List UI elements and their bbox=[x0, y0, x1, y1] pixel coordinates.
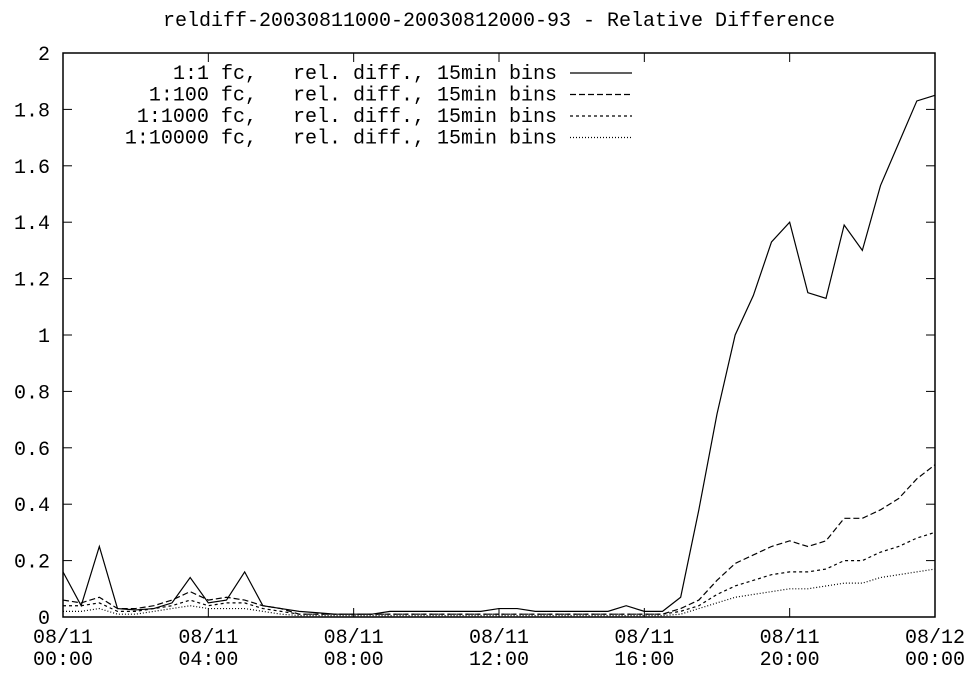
chart-title: reldiff-20030811000-20030812000-93 - Rel… bbox=[163, 10, 835, 33]
x-tick-label: 08/11 16:00 bbox=[614, 627, 674, 672]
series-line bbox=[63, 531, 936, 615]
x-tick-label: 08/11 20:00 bbox=[760, 627, 820, 672]
legend-label: 1:1000 fc, rel. diff., 15min bins bbox=[137, 106, 557, 129]
x-tick-label: 08/11 00:00 bbox=[33, 627, 93, 672]
series-line bbox=[62, 464, 936, 615]
y-tick-label: 0 bbox=[38, 608, 50, 631]
legend-label: 1:1 fc, rel. diff., 15min bins bbox=[173, 63, 557, 86]
legend-label: 1:10000 fc, rel. diff., 15min bins bbox=[125, 128, 557, 151]
x-tick-label: 08/11 04:00 bbox=[178, 627, 238, 672]
y-tick-label: 2 bbox=[38, 44, 50, 67]
y-tick-label: 1 bbox=[38, 326, 50, 349]
y-tick-label: 0.4 bbox=[14, 495, 50, 518]
series-line bbox=[62, 94, 936, 615]
y-tick-label: 0.6 bbox=[14, 439, 50, 462]
y-tick-label: 1.4 bbox=[14, 213, 50, 236]
y-tick-label: 0.8 bbox=[14, 382, 50, 405]
y-tick-label: 1.6 bbox=[14, 157, 50, 180]
legend-label: 1:100 fc, rel. diff., 15min bins bbox=[149, 85, 557, 108]
y-tick-label: 1.2 bbox=[14, 270, 50, 293]
series-line bbox=[63, 568, 936, 617]
y-tick-label: 0.2 bbox=[14, 552, 50, 575]
x-tick-label: 08/11 08:00 bbox=[324, 627, 384, 672]
x-tick-label: 08/12 00:00 bbox=[905, 627, 965, 672]
x-tick-label: 08/11 12:00 bbox=[469, 627, 529, 672]
y-tick-label: 1.8 bbox=[14, 100, 50, 123]
